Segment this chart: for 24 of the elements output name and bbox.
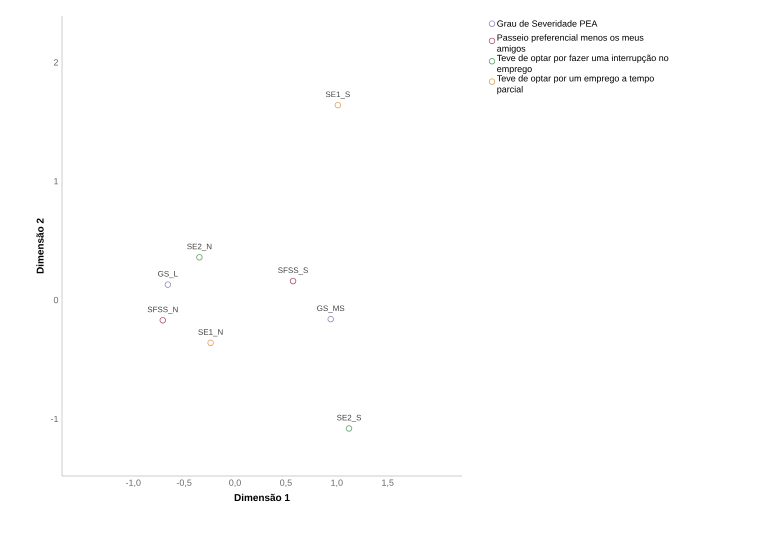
point	[196, 254, 203, 260]
x-tick-label: 0,0	[229, 480, 241, 487]
x-tick-label: 1,5	[382, 480, 394, 487]
x-axis-title: Dimensão 1	[234, 494, 290, 502]
x-tick-label: 1,0	[331, 480, 343, 487]
y-tick-label: 1	[54, 178, 58, 184]
legend-label: Teve de optar por um emprego a tempo parcial	[496, 74, 654, 94]
point	[160, 317, 166, 324]
legend-label: Passeio preferencial menos os meus amigos	[497, 34, 644, 54]
point	[334, 102, 342, 108]
point	[164, 281, 172, 288]
point	[207, 340, 214, 346]
y-tick-label: 2	[54, 59, 58, 66]
point	[328, 316, 334, 322]
point	[346, 425, 352, 432]
x-tick-label: 0,5	[280, 480, 292, 487]
x-tick-label: -0,5	[176, 480, 192, 487]
x-tick-label: -1,0	[126, 480, 141, 487]
y-tick-label: -1	[50, 416, 58, 422]
legend-label: Teve de optar por fazer uma interrupção no emprego	[496, 54, 668, 74]
point	[290, 278, 296, 284]
legend-label: Grau de Severidade PEA	[497, 20, 598, 27]
y-axis-title: Dimensão 2	[36, 218, 44, 274]
y-tick-label: 0	[54, 296, 58, 304]
